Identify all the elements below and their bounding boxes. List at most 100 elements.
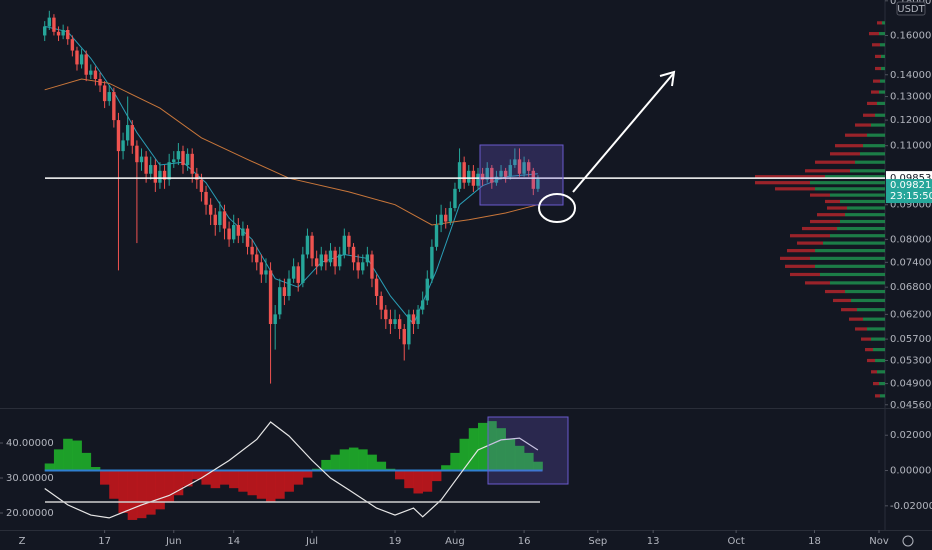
candle-body [153,165,158,183]
profile-bar-down [790,234,830,238]
histogram-bar [450,452,460,471]
x-tick-label: Jul [305,536,318,547]
candle-body [125,125,130,141]
histogram-bar [395,470,405,480]
candle-body [273,314,277,325]
highlight-box [479,144,564,206]
candle-body [513,159,517,166]
profile-bar-up [880,79,885,83]
y-tick-label: 0.00000 [890,466,931,477]
candle-body [361,262,365,271]
y-tick-label: 0.13000 [890,92,931,103]
histogram-bar [533,461,543,471]
y-tick-label: 0.11000 [890,141,931,152]
x-tick-label: Jun [165,536,182,547]
profile-bar-up [820,272,885,277]
x-tick-label: Aug [445,536,465,547]
profile-bar-down [775,187,815,191]
candle-body [319,254,323,267]
y-tick-label: 0.06800 [890,282,931,293]
profile-bar-down [877,21,882,25]
profile-bar-up [863,317,885,321]
candle-body [130,125,134,146]
profile-bar-up [867,327,885,331]
profile-bar-up [860,152,885,156]
candle-body [425,278,429,301]
histogram-bar [524,452,534,471]
histogram-bar [146,470,156,515]
candle-body [181,151,185,166]
profile-bar-up [830,281,885,285]
candle-body [397,319,402,329]
candle-body [301,254,305,283]
candle-body [347,235,351,247]
histogram-bar [164,470,175,503]
profile-bar-up [823,241,885,245]
candle-body [328,250,333,263]
corner-button[interactable]: Z [19,536,26,547]
histogram-bar [155,470,165,510]
candle-body [250,246,254,255]
histogram-bar [275,470,285,499]
candle-body [199,179,204,192]
x-tick-label: 13 [647,536,660,547]
profile-bar-up [815,264,885,268]
histogram-bar [302,470,313,478]
candle-body [338,254,342,267]
profile-bar-up [845,213,885,217]
y-tick-label: 0.02000 [890,430,931,441]
candle-body [162,170,167,180]
candle-body [172,159,176,163]
profile-bar-up [873,348,885,352]
candle-body [314,258,319,267]
arrow-drawing [572,73,674,193]
candle-body [430,246,434,279]
candle-body [190,153,194,174]
candle-body [241,228,245,236]
profile-bar-down [833,298,851,303]
candle-body [264,270,268,275]
highlight-box [487,416,569,485]
histogram-bar [247,470,258,496]
candle-body [149,165,153,174]
profile-bar-down [755,181,810,185]
histogram-bar [90,467,101,471]
histogram-bar [367,454,377,471]
profile-bar-down [861,337,871,341]
candle-body [116,120,121,152]
candle-body [402,328,406,345]
settings-icon[interactable] [902,535,914,547]
profile-bar-up [875,113,885,117]
candle-body [462,162,466,183]
profile-bar-up [881,66,885,71]
profile-bar-down [827,206,847,210]
profile-bar-down [855,327,867,331]
histogram-bar [219,470,230,485]
profile-bar-down [869,32,879,36]
profile-bar-up [845,289,885,294]
profile-bar-down [810,219,840,224]
y-tick-label: 0.16000 [890,30,931,41]
histogram-bar [81,452,92,471]
candle-body [407,314,411,345]
profile-bar-down [845,133,867,137]
price-line-label: 0.09853 [890,173,931,184]
candle-body [176,151,181,160]
y-tick-label: 0.05700 [890,334,931,345]
candle-body [411,314,416,325]
candle-body [324,254,328,263]
y-tick-label: 0.08000 [890,234,931,245]
candle-body [75,50,79,65]
candle-body [43,26,47,36]
candle-body [204,191,208,205]
currency-label: USDT [897,4,925,15]
histogram-bar [459,438,470,471]
profile-bar-up [810,256,885,260]
candle-body [526,162,531,171]
profile-bar-down [863,113,875,117]
histogram-bar [210,470,221,489]
oscillator-line [44,421,539,519]
candle-body [84,54,88,75]
candle-body [379,295,383,310]
moving-average [44,25,538,325]
